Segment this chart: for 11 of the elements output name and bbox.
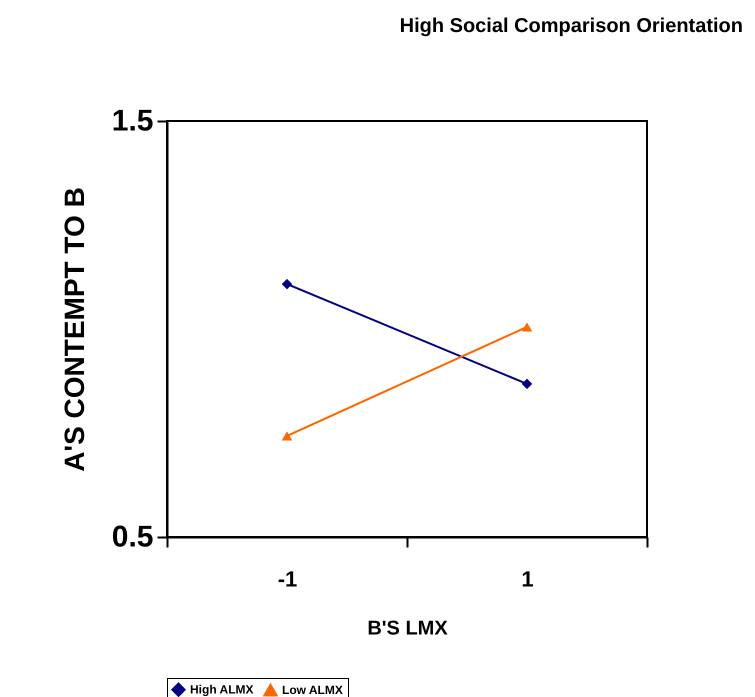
y-tick-label: 1.5 [112, 104, 154, 138]
y-axis-title: A'S CONTEMPT TO B [58, 187, 90, 472]
x-axis-title: B'S LMX [367, 618, 448, 640]
y-tick-label: 0.5 [112, 520, 154, 554]
legend-label: Low ALMX [282, 683, 343, 697]
chart-title: High Social Comparison Orientation [400, 15, 743, 37]
point [522, 378, 532, 390]
legend-label: High ALMX [190, 682, 254, 697]
x-tick-label: 1 [521, 566, 534, 592]
x-tick-label: -1 [278, 566, 298, 592]
point [282, 278, 292, 290]
